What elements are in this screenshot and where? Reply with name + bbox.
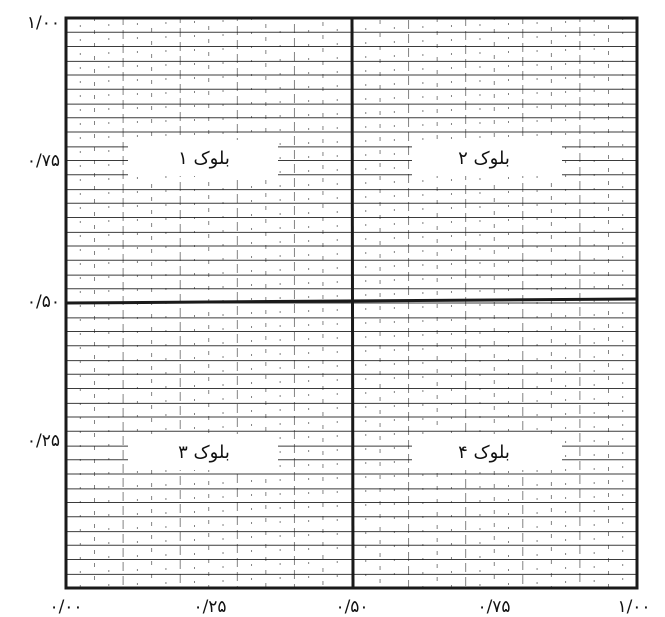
block-1: بلوک ۱ bbox=[128, 140, 278, 176]
block-3-label-background bbox=[128, 434, 278, 470]
block-2: بلوک ۲ bbox=[412, 140, 562, 176]
block-1-label: بلوک ۱ bbox=[178, 148, 230, 169]
block-2-label: بلوک ۲ bbox=[458, 148, 510, 169]
x-tick-label-0-25: ۰/۲۵ bbox=[193, 597, 226, 617]
y-tick-label-0-50: ۰/۵۰ bbox=[27, 292, 60, 312]
block-2-label-background bbox=[412, 140, 562, 176]
y-tick-label-1-00: ۱/۰۰ bbox=[27, 13, 60, 33]
x-tick-label-0-75: ۰/۷۵ bbox=[477, 597, 510, 617]
block-4: بلوک ۴ bbox=[412, 434, 562, 470]
y-tick-label-0-75: ۰/۷۵ bbox=[27, 151, 60, 171]
horizontal-divider bbox=[65, 297, 638, 305]
vertical-divider bbox=[350, 17, 355, 589]
block-4-label: بلوک ۴ bbox=[458, 442, 510, 463]
block-4-label-background bbox=[412, 434, 562, 470]
block-3-label: بلوک ۳ bbox=[178, 442, 230, 463]
x-tick-label-1-00: ۱/۰۰ bbox=[617, 597, 650, 617]
y-tick-label-0-25: ۰/۲۵ bbox=[27, 431, 60, 451]
block-3: بلوک ۳ bbox=[128, 434, 278, 470]
x-tick-label-0-50: ۰/۵۰ bbox=[335, 597, 368, 617]
block-1-label-background bbox=[128, 140, 278, 176]
x-tick-label-0-00: ۰/۰۰ bbox=[49, 597, 82, 617]
